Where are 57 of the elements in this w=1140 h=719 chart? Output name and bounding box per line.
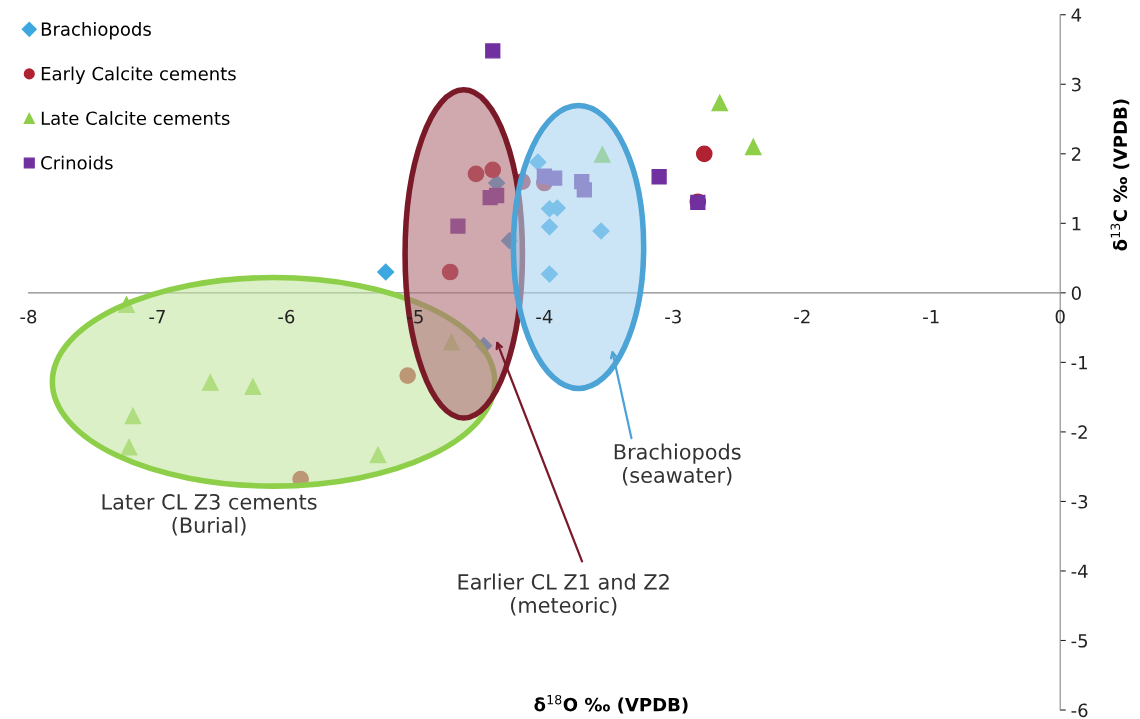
x-axis-title: δ$^{18}$O ‰ (VPDB) [534,694,688,714]
x-tick-label: -2 [794,309,810,324]
point [576,182,592,198]
point [202,374,219,391]
point [244,378,262,396]
point [592,222,610,240]
x-tick-label: -4 [536,310,553,324]
y-tick-label: 2 [1071,147,1081,161]
y-axis-title: δ$^{13}$C ‰ (VPDB) [1110,99,1130,251]
point [547,170,563,186]
x-tick-label: -6 [278,309,295,324]
y-tick-label: 0 [1071,286,1081,300]
x-tick-label: 0 [1055,309,1065,324]
y-tick-label: 4 [1071,8,1082,22]
y-tick-label: -3 [1071,494,1088,509]
point [500,232,519,250]
point [594,146,611,163]
y-tick-label: -2 [1071,425,1087,439]
point [529,153,547,171]
y-tick-label: -6 [1071,703,1088,718]
point [467,165,485,183]
y-tick-label: -5 [1071,634,1088,648]
point [441,263,459,281]
point [118,296,135,314]
legend-label: Early Calcite cements [41,66,236,84]
x-tick-label: -3 [665,309,681,324]
legend-label: Crinoids [41,155,113,170]
x-tick-label: -7 [149,310,165,324]
point [443,333,460,351]
point [377,263,395,281]
y-tick-label: -4 [1071,564,1088,578]
y-tick-label: 3 [1071,77,1081,92]
point [651,169,667,185]
legend-label: Brachiopods [41,21,151,40]
point [488,187,505,204]
annotation: Later CL Z3 cements (Burial) [102,493,317,536]
point [124,407,142,425]
point [540,265,559,283]
point [514,173,531,190]
point [711,94,729,112]
point [484,161,502,179]
point [369,446,387,464]
y-tick-label: -1 [1071,356,1087,370]
point [485,43,501,59]
x-tick-label: -8 [20,309,37,324]
point [475,337,493,355]
point [450,218,466,234]
annotation: Earlier CL Z1 and Z2 (meteoric) [458,573,669,616]
x-tick-label: -1 [923,310,939,324]
legend-label: Late Calcite cements [41,111,230,126]
y-tick-label: 1 [1072,217,1081,231]
point [540,218,559,236]
point [695,145,713,163]
point [120,438,138,456]
point [399,367,416,384]
point [744,138,762,156]
annotation: Brachiopods (seawater) [614,443,741,486]
